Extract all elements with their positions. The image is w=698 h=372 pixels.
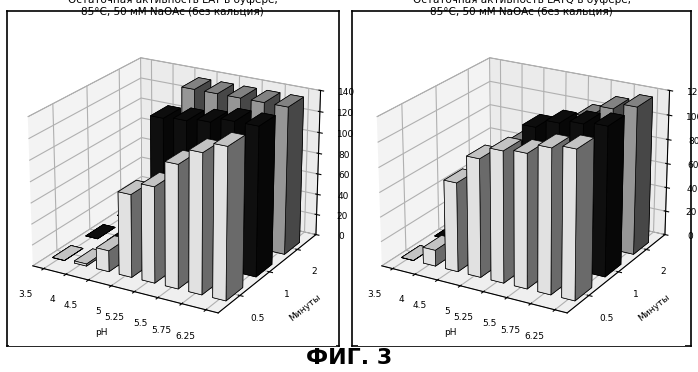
Title: Остаточная активность LAT в буфере,
85°C, 50 мМ NaOAc (без кальция): Остаточная активность LAT в буфере, 85°C… xyxy=(68,0,278,16)
Text: ФИГ. 3: ФИГ. 3 xyxy=(306,348,392,368)
X-axis label: pH: pH xyxy=(445,328,456,337)
Y-axis label: Минуты: Минуты xyxy=(636,292,671,323)
Title: Остаточная активность LATQ в буфере,
85°C, 50 мМ NaOAc (без кальция): Остаточная активность LATQ в буфере, 85°… xyxy=(413,0,631,16)
X-axis label: pH: pH xyxy=(96,328,107,337)
Y-axis label: Минуты: Минуты xyxy=(287,292,322,323)
